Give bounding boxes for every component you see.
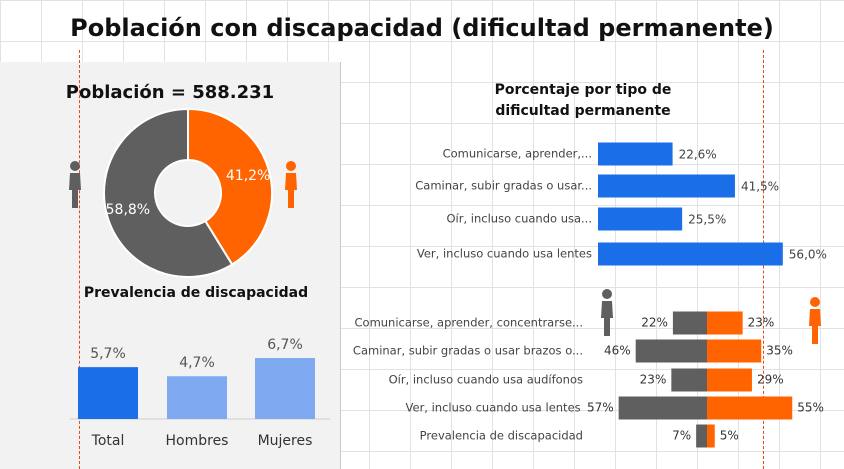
butterfly-bar-mujeres-3 xyxy=(707,396,793,420)
female-icon-right xyxy=(809,297,821,344)
type-category-3: Ver, incluso cuando usa lentes xyxy=(417,247,592,261)
butterfly-category-0: Comunicarse, aprender, concentrarse... xyxy=(355,316,584,330)
type-category-1: Caminar, subir gradas o usar... xyxy=(415,179,592,193)
type-bar-1 xyxy=(598,174,735,198)
type-value-1: 41,5% xyxy=(741,180,779,194)
donut-slice-hombres xyxy=(103,107,234,278)
butterfly-bar-mujeres-0 xyxy=(707,311,743,335)
type-chart-title: Porcentaje por tipo de dificultad perman… xyxy=(494,82,672,119)
prevalence-value-total: 5,7% xyxy=(90,346,126,362)
type-bar-2 xyxy=(598,207,683,231)
butterfly-value-hombres-1: 46% xyxy=(604,344,631,358)
butterfly-bar-mujeres-2 xyxy=(707,368,752,392)
type-bar-3 xyxy=(598,242,783,266)
guide-line-left xyxy=(79,50,80,469)
butterfly-value-hombres-3: 57% xyxy=(587,401,614,415)
female-icon-left xyxy=(285,161,297,208)
prevalence-title: Prevalencia de discapacidad xyxy=(83,285,309,301)
butterfly-bar-hombres-3 xyxy=(618,396,707,420)
butterfly-bar-hombres-4 xyxy=(696,424,707,448)
butterfly-category-1: Caminar, subir gradas o usar brazos o... xyxy=(353,344,583,358)
butterfly-value-mujeres-2: 29% xyxy=(757,373,784,387)
butterfly-bar-hombres-1 xyxy=(635,339,707,363)
butterfly-bar-hombres-0 xyxy=(672,311,707,335)
butterfly-category-3: Ver, incluso cuando usa lentes xyxy=(406,401,581,415)
prevalence-value-hombres: 4,7% xyxy=(179,355,215,371)
butterfly-bar-mujeres-1 xyxy=(707,339,762,363)
prevalence-category-mujeres: Mujeres xyxy=(258,433,313,449)
type-value-0: 22,6% xyxy=(679,148,717,162)
butterfly-value-mujeres-1: 35% xyxy=(766,344,793,358)
prevalence-category-total: Total xyxy=(91,433,125,449)
prevalence-value-mujeres: 6,7% xyxy=(267,337,303,353)
donut-label-hombres: 58,8% xyxy=(106,202,150,218)
prevalence-bar-hombres xyxy=(167,376,227,419)
butterfly-value-mujeres-3: 55% xyxy=(797,401,824,415)
butterfly-value-mujeres-4: 5% xyxy=(720,429,739,443)
page-title: Población con discapacidad (dificultad p… xyxy=(70,14,774,42)
prevalence-bar-total xyxy=(78,367,138,419)
butterfly-value-hombres-0: 22% xyxy=(641,316,668,330)
type-value-2: 25,5% xyxy=(688,213,726,227)
prevalence-bar-mujeres xyxy=(255,358,315,419)
butterfly-category-4: Prevalencia de discapacidad xyxy=(420,429,583,443)
male-icon-right xyxy=(601,289,613,336)
butterfly-bar-hombres-2 xyxy=(671,368,707,392)
donut-label-mujeres: 41,2% xyxy=(226,168,270,184)
butterfly-value-hombres-4: 7% xyxy=(672,429,691,443)
butterfly-value-mujeres-0: 23% xyxy=(748,316,775,330)
type-bar-0 xyxy=(598,142,673,166)
male-icon-left xyxy=(69,161,81,208)
butterfly-category-2: Oír, incluso cuando usa audífonos xyxy=(389,373,583,387)
population-label: Población = 588.231 xyxy=(65,82,275,103)
type-value-3: 56,0% xyxy=(789,248,827,262)
butterfly-value-hombres-2: 23% xyxy=(640,373,667,387)
type-category-0: Comunicarse, aprender,... xyxy=(443,147,592,161)
type-category-2: Oír, incluso cuando usa... xyxy=(447,212,593,226)
prevalence-category-hombres: Hombres xyxy=(166,433,229,449)
butterfly-bar-mujeres-4 xyxy=(707,424,715,448)
